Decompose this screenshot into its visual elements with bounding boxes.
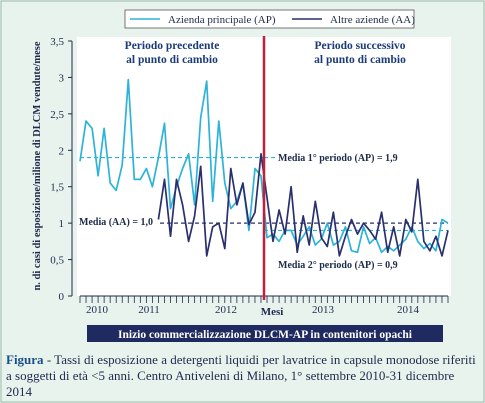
x-year-label: 2011 xyxy=(138,304,160,316)
x-year-label: 2012 xyxy=(215,304,237,316)
y-tick-label: 1,5 xyxy=(50,182,64,194)
legend-label-aa: Altre aziende (AA) xyxy=(330,14,415,26)
y-tick-label: 1 xyxy=(59,218,65,230)
x-year-label: 2014 xyxy=(397,304,420,316)
figure-caption: Figura - Tassi di esposizione a detergen… xyxy=(6,352,481,400)
banner-text: Inizio commercializzazione DLCM-AP in co… xyxy=(118,329,413,341)
annotation-after-line1: Periodo successivo xyxy=(314,40,405,52)
annotation-media-ap2: Media 2° periodo (AP) = 0,9 xyxy=(278,260,398,271)
y-tick-label: 3 xyxy=(59,72,65,84)
annotation-after-line2: al punto di cambio xyxy=(314,54,406,66)
x-year-label: 2010 xyxy=(86,304,109,316)
y-tick-label: 3,5 xyxy=(50,36,64,48)
y-tick-label: 0,5 xyxy=(50,255,64,267)
caption-label: Figura xyxy=(6,352,44,367)
x-year-label: 2013 xyxy=(312,304,335,316)
y-tick-label: 2 xyxy=(59,145,65,157)
y-axis-label: n. di casi di esposizione/milione di DLC… xyxy=(32,41,43,290)
y-tick-label: 0 xyxy=(59,291,65,303)
annotation-media-ap1: Media 1° periodo (AP) = 1,9 xyxy=(278,153,398,164)
banner xyxy=(87,325,443,342)
series-line-aa xyxy=(157,153,449,257)
annotation-before-line1: Periodo precedente xyxy=(125,40,220,52)
legend: Azienda principale (AP) Altre aziende (A… xyxy=(124,9,415,29)
annotation-before-line2: al punto di cambio xyxy=(126,54,218,66)
x-axis: 2010 2011 2012 2013 2014 xyxy=(79,295,449,316)
x-axis-label: Mesi xyxy=(261,306,284,318)
annotation-media-aa: Media (AA) = 1,0 xyxy=(79,217,153,228)
legend-label-ap: Azienda principale (AP) xyxy=(168,14,276,26)
caption-text: - Tassi di esposizione a detergenti liqu… xyxy=(6,352,476,399)
y-tick-label: 2,5 xyxy=(50,109,64,121)
y-axis: 0 0,5 1 1,5 2 2,5 3 3,5 xyxy=(50,36,73,303)
